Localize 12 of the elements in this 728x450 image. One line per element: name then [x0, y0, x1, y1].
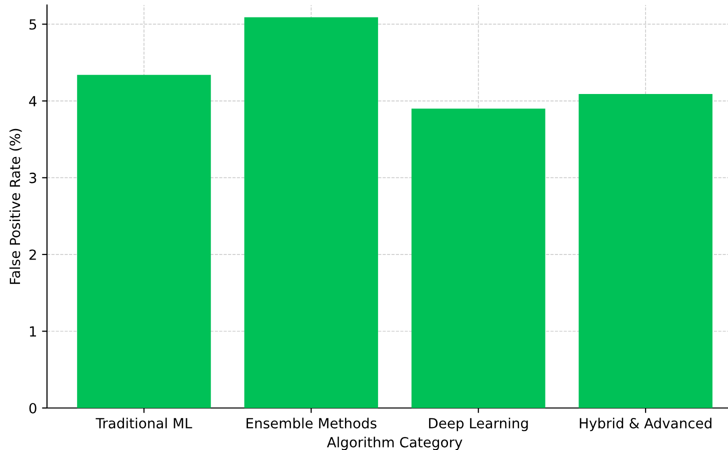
y-tick-label: 2: [29, 249, 36, 260]
x-tick-label: Hybrid & Advanced: [580, 418, 712, 432]
y-tick-label: 5: [30, 19, 36, 30]
x-tick-label: Ensemble Methods: [246, 418, 376, 428]
y-tick-label: 4: [29, 96, 36, 106]
y-tick-label: 0: [29, 402, 36, 414]
x-axis-title: Algorithm Category: [326, 436, 462, 450]
y-tick-label: 1: [30, 326, 36, 337]
x-tick-label: Deep Learning: [429, 418, 528, 432]
y-axis-title: False Positive Rate (%): [9, 128, 22, 284]
x-tick-label: Traditional ML: [96, 418, 192, 428]
y-tick-label: 3: [30, 172, 36, 184]
